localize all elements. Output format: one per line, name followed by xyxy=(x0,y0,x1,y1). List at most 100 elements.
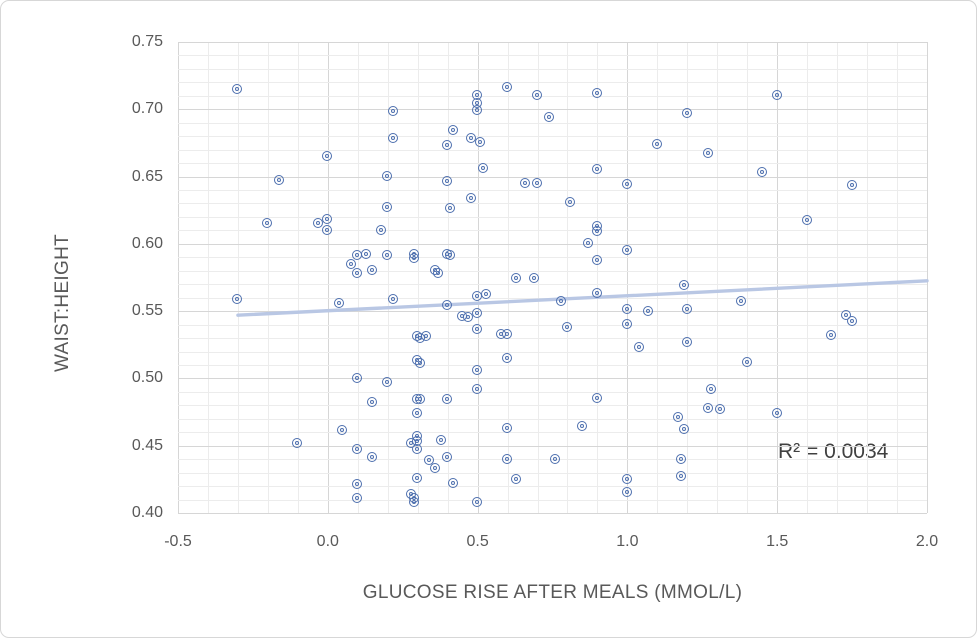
data-point-marker xyxy=(382,376,393,387)
x-tick-label: 1.0 xyxy=(616,533,639,550)
data-point-marker xyxy=(412,472,423,483)
data-point-marker xyxy=(702,402,713,413)
data-point-marker xyxy=(352,372,363,383)
data-point-marker xyxy=(621,304,632,315)
data-point-marker xyxy=(382,250,393,261)
data-point-marker xyxy=(232,293,243,304)
x-axis-title: GLUCOSE RISE AFTER MEALS (MMOL/L) xyxy=(362,582,743,603)
gridline-minor-v xyxy=(807,42,808,513)
gridline-minor-h xyxy=(178,163,927,164)
data-point-marker xyxy=(352,492,363,503)
data-point-marker xyxy=(337,425,348,436)
y-tick-label: 0.70 xyxy=(131,100,163,118)
gridline-minor-v xyxy=(418,42,419,513)
data-point-marker xyxy=(651,138,662,149)
data-point-marker xyxy=(502,328,513,339)
gridline-minor-h xyxy=(178,473,927,474)
gridline-minor-v xyxy=(657,42,658,513)
gridline-minor-v xyxy=(268,42,269,513)
data-point-marker xyxy=(322,224,333,235)
data-point-marker xyxy=(388,106,399,117)
data-point-marker xyxy=(532,90,543,101)
data-point-marker xyxy=(771,407,782,418)
gridline-minor-h xyxy=(178,123,927,124)
data-point-marker xyxy=(409,253,420,264)
gridline-minor-h xyxy=(178,96,927,97)
data-point-marker xyxy=(334,297,345,308)
data-point-marker xyxy=(472,324,483,335)
data-point-marker xyxy=(502,352,513,363)
data-point-marker xyxy=(472,496,483,507)
gridline-minor-v xyxy=(388,42,389,513)
data-point-marker xyxy=(274,175,285,186)
data-point-marker xyxy=(232,83,243,94)
data-point-marker xyxy=(582,238,593,249)
gridline-minor-h xyxy=(178,500,927,501)
data-point-marker xyxy=(702,148,713,159)
data-point-marker xyxy=(544,111,554,122)
y-tick-label: 0.55 xyxy=(131,302,163,320)
gridline-minor-h xyxy=(178,365,927,366)
y-tick-label: 0.40 xyxy=(131,504,163,521)
gridline-minor-h xyxy=(178,486,927,487)
data-point-marker xyxy=(382,202,393,213)
data-point-marker xyxy=(511,273,522,284)
data-point-marker xyxy=(675,453,686,464)
gridline-minor-h xyxy=(178,392,927,393)
data-point-marker xyxy=(520,177,531,188)
data-point-marker xyxy=(472,383,483,394)
data-point-marker xyxy=(549,453,560,464)
data-point-marker xyxy=(430,463,441,474)
data-point-marker xyxy=(705,383,716,394)
data-point-marker xyxy=(555,296,566,307)
data-point-marker xyxy=(376,224,387,235)
data-point-marker xyxy=(412,407,423,418)
data-point-marker xyxy=(466,192,477,203)
data-point-marker xyxy=(678,424,689,435)
data-point-marker xyxy=(502,422,513,433)
data-point-marker xyxy=(846,180,857,191)
data-point-marker xyxy=(771,90,782,101)
gridline-minor-h xyxy=(178,230,927,231)
data-point-marker xyxy=(472,364,483,375)
data-point-marker xyxy=(382,171,393,182)
data-point-marker xyxy=(678,280,689,291)
data-point-marker xyxy=(442,176,453,187)
data-point-marker xyxy=(621,473,632,484)
gridline-minor-h xyxy=(178,82,927,83)
data-point-marker xyxy=(633,341,644,352)
gridline-minor-h xyxy=(178,55,927,56)
data-point-marker xyxy=(262,218,273,229)
data-point-marker xyxy=(591,393,602,404)
data-point-marker xyxy=(621,245,632,256)
data-point-marker xyxy=(825,329,836,340)
data-point-marker xyxy=(442,140,453,151)
data-point-marker xyxy=(292,437,303,448)
gridline-minor-v xyxy=(717,42,718,513)
gridline-minor-h xyxy=(178,284,927,285)
gridline-major-v xyxy=(927,42,928,513)
gridline-minor-h xyxy=(178,150,927,151)
x-tick-label: 2.0 xyxy=(915,533,939,550)
data-point-marker xyxy=(502,82,513,93)
data-point-marker xyxy=(367,265,378,276)
data-point-marker xyxy=(591,254,602,265)
data-point-marker xyxy=(448,125,459,136)
y-tick-label: 0.65 xyxy=(131,167,163,185)
data-point-marker xyxy=(352,267,363,278)
data-point-marker xyxy=(621,179,632,190)
gridline-minor-h xyxy=(178,257,927,258)
gridline-minor-h xyxy=(178,419,927,420)
gridline-major-v xyxy=(178,42,179,513)
data-point-marker xyxy=(433,267,444,278)
data-point-marker xyxy=(478,162,489,173)
data-point-marker xyxy=(421,331,432,342)
gridline-major-h xyxy=(178,378,927,379)
r-squared-annotation: R² = 0.0034 xyxy=(778,440,889,463)
gridline-minor-v xyxy=(897,42,898,513)
gridline-minor-v xyxy=(687,42,688,513)
data-point-marker xyxy=(472,105,483,116)
data-point-marker xyxy=(388,133,399,144)
data-point-marker xyxy=(621,487,632,498)
